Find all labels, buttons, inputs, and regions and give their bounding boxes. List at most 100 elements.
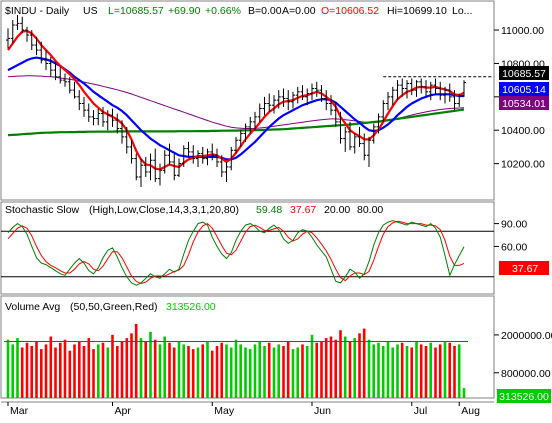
ohlc-bar [348,121,352,151]
volume-bar [424,346,428,398]
ohlc-bar [148,153,153,181]
volume-bar [329,336,333,398]
change-pct-readout: +0.66% [205,5,241,17]
currency-label: US [83,5,98,17]
x-tick-label: Jun [314,405,331,417]
volume-bar [153,339,157,398]
volume-bar [419,344,423,398]
x-tick-label: Apr [115,405,132,417]
ohlc-bar [48,56,53,77]
ohlc-bar [44,50,48,71]
volume-bar [291,349,295,398]
volume-bar [248,349,252,398]
volume-tag-label: 313526.00 [499,391,549,403]
x-tick-label: Jul [414,405,427,417]
ohlc-bar [58,66,63,84]
ohlc-bar [177,158,181,177]
stochastic-d-line [7,220,465,285]
ohlc-bar [96,108,101,126]
ohlc-bar [53,61,58,81]
volume-bar [134,323,138,398]
volume-bar [54,347,57,398]
ohlc-bar [238,130,243,147]
ohlc-bar [338,111,343,144]
ohlc-bar [34,36,39,56]
price-tick-label: 10400.00 [501,125,545,137]
volume-bar [267,342,271,398]
stochastic-k-line [7,220,465,286]
volume-bar [30,346,33,398]
ohlc-bar [234,136,238,154]
stochastic-axis: 90.00 60.00 [494,219,527,253]
volume-bar [139,338,143,398]
stoch-d-tag [499,261,549,275]
ohlc-bar [405,80,409,99]
ohlc-bar [243,123,248,142]
ohlc-bar [357,126,362,147]
ohlc-bar [25,26,29,42]
low-readout: Lo... [452,5,472,17]
volume-bar [305,346,309,398]
volume-bar [49,336,53,398]
ohlc-bar [181,145,186,167]
volume-bar [263,346,266,398]
open-readout: O=10606.52 [321,5,379,17]
ohlc-bar [371,123,376,144]
ohlc-bar [452,90,457,111]
volume-panel-frame [0,295,495,399]
x-tick-label: Aug [461,405,480,417]
chart-title: $INDU - Daily [5,5,70,17]
stochastic-guides [1,230,494,278]
volume-bar [130,333,133,398]
ohlc-bar [29,30,34,51]
ohlc-bar [39,41,44,64]
volume-bar [320,341,323,398]
ohlc-bar [367,136,371,167]
ohlc-bar [424,80,428,97]
volume-bar [201,344,204,398]
volume-bar [405,346,409,398]
volume-bar [353,338,356,398]
ohlc-bar [319,85,324,102]
volume-bar [400,342,404,398]
volume-bar [286,341,290,398]
ma-green-line [7,108,465,137]
ohlc-bar [158,163,162,186]
ohlc-bar [200,146,205,164]
volume-params: (50,50,Green,Red) [70,301,158,313]
ohlc-bar [15,15,20,31]
volume-bar [462,388,466,398]
ohlc-bar [224,161,229,182]
ohlc-bar [63,73,67,87]
ohlc-bar [310,83,314,101]
volume-bar [92,349,95,398]
volume-bar [196,347,200,398]
ohlc-bar [457,93,462,107]
volume-bar [111,334,114,398]
volume-bar [97,344,100,398]
last-price-readout: L=10685.57 [108,5,164,17]
volume-tick-label: 800000.00 [501,368,551,380]
stochastic-params: (High,Low,Close,14,3,3,1,20,80) [89,204,239,216]
volume-bar [11,344,14,398]
ohlc-bar [205,148,210,166]
stochastic-panel: 90.00 60.00 Stochastic Slow (High,Low,Clo… [0,201,549,295]
volume-bar [272,347,276,398]
ohlc-bar [196,150,200,167]
volume-bar [6,339,10,398]
ohlc-bar [414,80,419,97]
ohlc-bar [20,16,25,34]
volume-bar [59,342,62,398]
volume-bar [339,330,342,398]
volume-bar [220,342,223,398]
volume-bar [253,344,257,398]
stoch-d-tag-label: 37.67 [512,263,538,275]
volume-bar [334,339,337,398]
volume-bar [120,341,124,398]
ohlc-bar [438,81,443,101]
ohlc-bar [352,133,357,154]
volume-bar [206,341,209,398]
last-price-tag-label: 10685.57 [502,68,546,80]
x-axis: Mar Apr May Jun Jul Aug [1,401,494,417]
ema-blue-line [7,56,464,161]
